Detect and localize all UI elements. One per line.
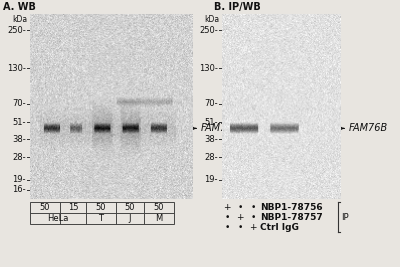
Bar: [30, 202, 174, 224]
Text: 70-: 70-: [12, 100, 26, 108]
Text: 130-: 130-: [7, 64, 26, 73]
Text: 51-: 51-: [204, 118, 218, 127]
Text: 70-: 70-: [204, 100, 218, 108]
Text: T: T: [98, 214, 104, 223]
Text: +: +: [236, 213, 244, 222]
Text: M: M: [155, 214, 163, 223]
Text: 19-: 19-: [204, 175, 218, 184]
Text: Ctrl IgG: Ctrl IgG: [260, 222, 299, 231]
Text: 28-: 28-: [204, 153, 218, 162]
Bar: [60, 213, 86, 224]
Text: 50: 50: [125, 203, 135, 212]
Text: FAM76B: FAM76B: [349, 123, 388, 134]
Text: •: •: [237, 222, 243, 231]
Text: HeLa: HeLa: [47, 214, 69, 223]
Text: FAM76B: FAM76B: [201, 123, 240, 134]
Text: 15: 15: [68, 203, 78, 212]
Text: •: •: [250, 213, 256, 222]
Text: 16-: 16-: [12, 185, 26, 194]
Text: 250-: 250-: [7, 26, 26, 34]
Text: 19-: 19-: [12, 175, 26, 184]
Text: +: +: [223, 202, 231, 211]
Text: 50: 50: [96, 203, 106, 212]
Text: NBP1-78757: NBP1-78757: [260, 213, 323, 222]
Text: 38-: 38-: [12, 135, 26, 144]
Text: •: •: [224, 213, 230, 222]
Text: J: J: [129, 214, 131, 223]
Text: •: •: [237, 202, 243, 211]
Text: •: •: [224, 222, 230, 231]
Text: +: +: [249, 222, 257, 231]
Text: IP: IP: [341, 213, 349, 222]
Text: 28-: 28-: [12, 153, 26, 162]
Text: A. WB: A. WB: [3, 2, 36, 12]
Text: kDa: kDa: [204, 15, 219, 24]
Text: 38-: 38-: [204, 135, 218, 144]
Text: B. IP/WB: B. IP/WB: [214, 2, 261, 12]
Text: 51-: 51-: [12, 118, 26, 127]
Text: •: •: [250, 202, 256, 211]
Text: 130-: 130-: [199, 64, 218, 73]
Text: NBP1-78756: NBP1-78756: [260, 202, 323, 211]
Text: 50: 50: [154, 203, 164, 212]
Text: kDa: kDa: [12, 15, 27, 24]
Text: 250-: 250-: [199, 26, 218, 34]
Text: 50: 50: [40, 203, 50, 212]
